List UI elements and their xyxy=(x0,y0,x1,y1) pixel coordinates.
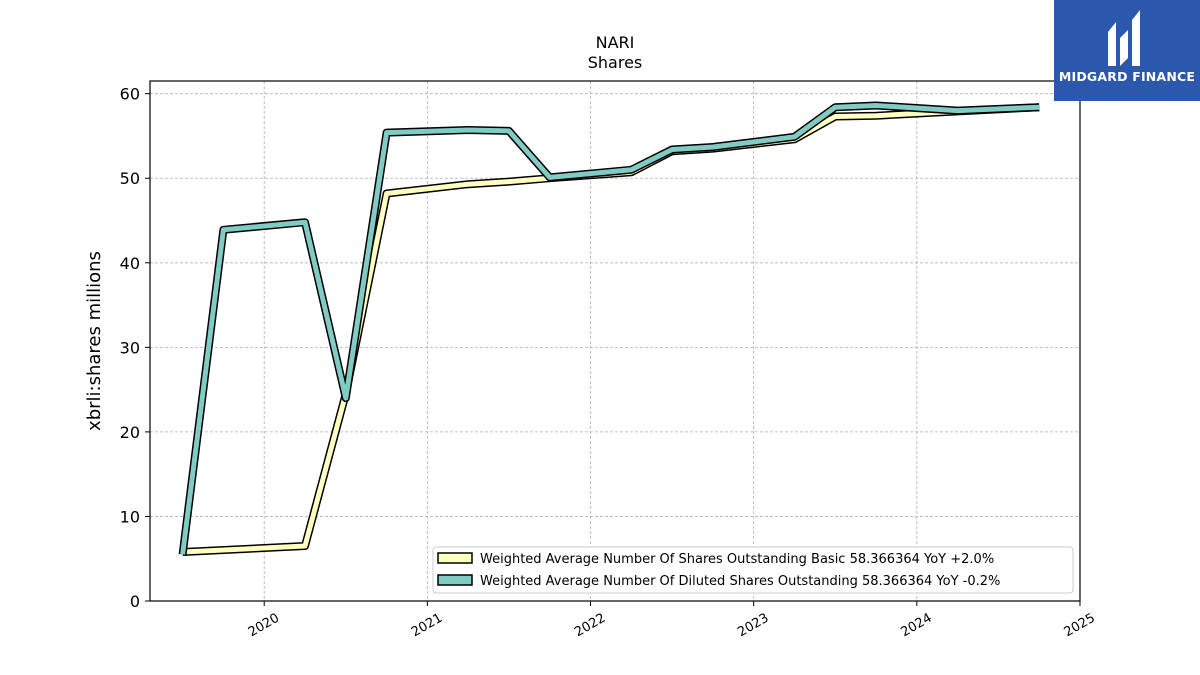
series-layer xyxy=(178,101,1040,556)
x-axis: 2020 2021 2022 2023 2024 2025 xyxy=(246,601,1098,640)
x-tick-label: 2024 xyxy=(898,611,934,641)
x-tick-label: 2020 xyxy=(246,611,282,641)
midgard-logo-icon xyxy=(1108,10,1140,66)
plot-frame xyxy=(149,80,1081,602)
legend-swatch xyxy=(437,552,473,564)
y-tick-label: 0 xyxy=(130,592,140,611)
legend-label: Weighted Average Number Of Shares Outsta… xyxy=(480,552,994,567)
y-tick-label: 40 xyxy=(120,254,140,273)
legend-swatch xyxy=(437,574,473,586)
x-tick-label: 2023 xyxy=(735,611,771,641)
y-tick-label: 10 xyxy=(120,507,140,526)
x-tick-label: 2021 xyxy=(409,611,445,641)
legend: Weighted Average Number Of Shares Outsta… xyxy=(432,546,1074,594)
grid-lines xyxy=(150,81,1080,601)
y-tick-label: 60 xyxy=(120,85,140,104)
series-2-line xyxy=(180,103,1040,555)
y-tick-label: 20 xyxy=(120,423,140,442)
chart-title: NARI xyxy=(596,33,635,52)
y-axis-label: xbrli:shares millions xyxy=(84,251,105,431)
x-tick-label: 2025 xyxy=(1062,611,1098,641)
y-axis: 0 10 20 30 40 50 60 xyxy=(120,85,150,611)
brand-name: MIDGARD FINANCE xyxy=(1058,69,1196,84)
legend-box xyxy=(432,546,1074,594)
x-tick-label: 2022 xyxy=(572,611,608,641)
y-tick-label: 30 xyxy=(120,338,140,357)
legend-label: Weighted Average Number Of Diluted Share… xyxy=(480,574,1000,589)
chart-subtitle: Shares xyxy=(588,53,643,72)
y-tick-label: 50 xyxy=(120,169,140,188)
brand-logo: MIDGARD FINANCE xyxy=(1054,0,1200,101)
